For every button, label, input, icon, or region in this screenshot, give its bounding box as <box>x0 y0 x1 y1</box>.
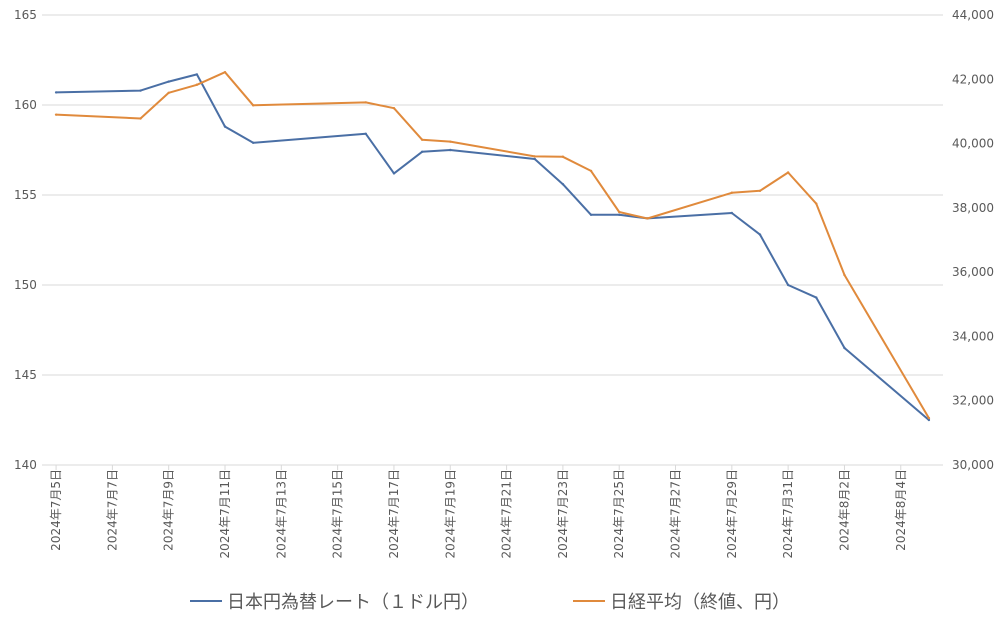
data-point-nikkei <box>139 117 142 120</box>
data-point-nikkei <box>364 101 367 104</box>
data-point-nikkei <box>54 113 58 116</box>
data-point-exchange-rate <box>364 132 367 135</box>
data-point-nikkei <box>167 91 170 94</box>
gridlines <box>42 14 943 466</box>
legend: 日本円為替レート（１ドル円） 日経平均（終値、円） <box>190 592 790 613</box>
data-point-nikkei <box>786 171 790 174</box>
x-tick-label: 2024年8月4日 <box>894 469 908 551</box>
data-point-exchange-rate <box>927 418 931 422</box>
data-point-exchange-rate <box>54 91 58 94</box>
data-point-nikkei <box>843 273 846 277</box>
data-point-nikkei <box>561 155 565 158</box>
right-y-tick-label: 34,000 <box>952 329 994 343</box>
series-lines <box>54 71 931 422</box>
legend-label-nikkei: 日経平均（終値、円） <box>610 592 790 613</box>
data-point-nikkei <box>533 155 536 158</box>
left-y-tick-label: 140 <box>14 458 37 472</box>
data-point-exchange-rate <box>449 148 452 152</box>
data-point-nikkei <box>251 104 255 107</box>
x-tick-label: 2024年7月29日 <box>725 469 739 558</box>
data-point-exchange-rate <box>730 211 734 215</box>
data-point-nikkei <box>618 210 621 214</box>
series-line-exchange-rate <box>56 73 930 421</box>
data-point-nikkei <box>223 71 227 74</box>
x-tick-label: 2024年7月5日 <box>49 469 63 551</box>
data-point-exchange-rate <box>843 346 846 350</box>
x-tick-label: 2024年7月21日 <box>500 469 514 558</box>
data-point-exchange-rate <box>561 183 565 186</box>
data-point-exchange-rate <box>223 125 227 128</box>
data-point-exchange-rate <box>758 233 762 236</box>
right-y-axis: 30,000 32,000 34,000 36,000 38,000 40,000 42,0… <box>952 8 994 472</box>
series-line-nikkei <box>56 71 930 419</box>
x-tick-label: 2024年7月9日 <box>162 469 176 551</box>
right-y-tick-label: 42,000 <box>952 72 994 86</box>
data-point-exchange-rate <box>815 296 818 299</box>
x-tick-label: 2024年7月11日 <box>218 469 232 558</box>
x-tick-label: 2024年7月25日 <box>612 469 626 558</box>
right-y-tick-label: 40,000 <box>952 137 994 151</box>
data-point-exchange-rate <box>786 283 790 287</box>
data-point-nikkei <box>449 140 452 143</box>
data-point-nikkei <box>589 169 593 173</box>
data-point-nikkei <box>195 83 199 86</box>
x-tick-label: 2024年8月2日 <box>837 469 851 551</box>
data-point-exchange-rate <box>618 213 621 216</box>
data-point-nikkei <box>927 416 931 420</box>
data-point-exchange-rate <box>589 213 593 216</box>
x-tick-label: 2024年7月23日 <box>556 469 570 558</box>
data-point-nikkei <box>758 189 762 193</box>
data-point-nikkei <box>420 138 424 141</box>
data-point-exchange-rate <box>533 157 536 161</box>
data-point-exchange-rate <box>251 141 255 144</box>
right-y-tick-label: 44,000 <box>952 8 994 22</box>
data-point-nikkei <box>392 107 396 110</box>
x-tick-label: 2024年7月31日 <box>781 469 795 558</box>
left-y-tick-label: 150 <box>14 278 37 292</box>
x-tick-label: 2024年7月19日 <box>443 469 457 558</box>
x-tick-label: 2024年7月27日 <box>669 469 683 558</box>
right-y-tick-label: 30,000 <box>952 458 994 472</box>
x-tick-label: 2024年7月7日 <box>105 469 119 551</box>
x-tick-label: 2024年7月17日 <box>387 469 401 558</box>
data-point-exchange-rate <box>420 150 424 153</box>
left-y-tick-label: 160 <box>14 98 37 112</box>
right-y-tick-label: 32,000 <box>952 394 994 408</box>
data-point-nikkei <box>815 202 818 205</box>
x-axis: 2024年7月5日 2024年7月7日 2024年7月9日 2024年7月11日 202… <box>42 464 943 558</box>
right-y-tick-label: 38,000 <box>952 201 994 215</box>
data-point-exchange-rate <box>139 89 142 92</box>
legend-label-exchange-rate: 日本円為替レート（１ドル円） <box>227 592 479 613</box>
right-y-tick-label: 36,000 <box>952 265 994 279</box>
data-point-nikkei <box>730 191 734 194</box>
data-point-exchange-rate <box>195 73 199 76</box>
data-point-nikkei <box>646 217 649 220</box>
x-tick-label: 2024年7月13日 <box>274 469 288 558</box>
left-y-tick-label: 165 <box>14 8 37 22</box>
data-point-exchange-rate <box>167 80 170 83</box>
x-tick-label: 2024年7月15日 <box>331 469 345 558</box>
data-point-exchange-rate <box>392 172 396 175</box>
left-y-axis: 140 145 150 155 160 165 <box>14 8 37 472</box>
left-y-tick-label: 145 <box>14 368 37 382</box>
left-y-tick-label: 155 <box>14 188 37 202</box>
